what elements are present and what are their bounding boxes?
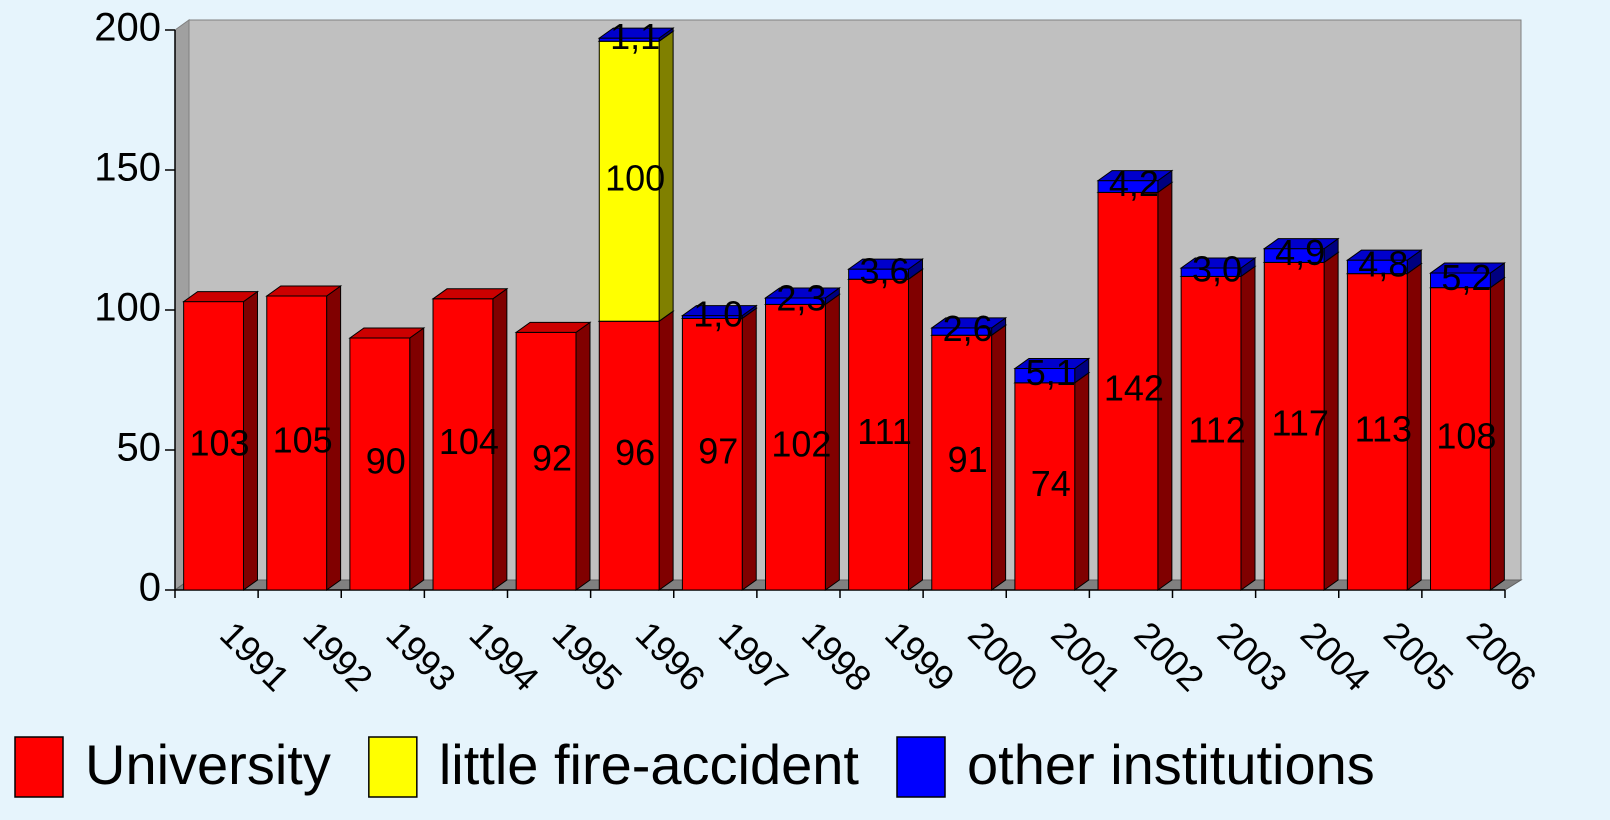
data-label: 111 xyxy=(857,411,912,452)
bar-side xyxy=(1074,371,1090,591)
y-tick-label: 150 xyxy=(94,146,161,190)
bar-top xyxy=(1013,358,1091,370)
data-label: 102 xyxy=(771,424,831,465)
bar xyxy=(183,301,244,591)
bar-top xyxy=(514,321,592,333)
bar xyxy=(1430,287,1491,591)
x-tick-label: 1994 xyxy=(462,613,548,699)
data-label: 112 xyxy=(1188,410,1245,451)
data-label: 97 xyxy=(698,431,738,472)
bar-top xyxy=(1345,249,1423,261)
y-tick-label: 100 xyxy=(94,286,161,330)
x-tick-label: 2003 xyxy=(1210,613,1296,699)
x-tick-label: 1991 xyxy=(212,613,298,699)
bar-side xyxy=(991,324,1007,591)
data-label: 96 xyxy=(615,432,655,473)
data-label: 92 xyxy=(532,438,572,479)
x-tick-label: 1995 xyxy=(545,613,631,699)
bar xyxy=(432,298,494,591)
bar xyxy=(1097,191,1159,591)
bar-top xyxy=(431,288,509,300)
data-label: 105 xyxy=(273,420,333,461)
bar xyxy=(765,303,826,591)
bar-top xyxy=(1428,262,1506,274)
bar xyxy=(1180,275,1242,591)
data-label: 2,3 xyxy=(776,278,826,319)
data-label: 103 xyxy=(190,422,250,463)
x-tick-label: 1996 xyxy=(628,613,714,699)
bar xyxy=(598,40,660,322)
bar-top xyxy=(930,317,1008,329)
legend-label: little fire-accident xyxy=(439,733,860,796)
bar xyxy=(848,278,909,591)
bar xyxy=(349,337,411,591)
data-label: 5,1 xyxy=(1026,352,1076,393)
legend-swatch xyxy=(896,736,946,798)
bar-top xyxy=(348,327,426,339)
bar xyxy=(598,320,660,591)
bar-top xyxy=(597,27,675,39)
bar-top xyxy=(182,291,260,303)
data-label: 117 xyxy=(1271,403,1328,444)
bar-side xyxy=(409,327,425,591)
data-label: 74 xyxy=(1031,463,1071,504)
bar-top xyxy=(1262,238,1340,250)
bar-side xyxy=(575,321,591,591)
bar-top xyxy=(763,287,841,299)
data-label: 90 xyxy=(366,441,406,482)
data-label: 3,6 xyxy=(860,251,910,292)
y-tick-label: 200 xyxy=(94,6,161,50)
data-label: 1,0 xyxy=(693,294,743,335)
y-tick-label: 50 xyxy=(117,426,162,470)
legend-label: other institutions xyxy=(967,733,1375,796)
legend-label: University xyxy=(85,733,331,796)
x-tick-label: 1992 xyxy=(295,613,381,699)
bar-side xyxy=(741,307,757,591)
data-label: 104 xyxy=(439,421,499,462)
data-label: 91 xyxy=(948,439,988,480)
data-label: 3,0 xyxy=(1192,249,1242,290)
x-tick-label: 1993 xyxy=(378,613,464,699)
data-label: 4,2 xyxy=(1109,163,1159,204)
data-label: 108 xyxy=(1436,415,1496,456)
x-tick-label: 2002 xyxy=(1127,613,1213,699)
bar xyxy=(266,295,328,591)
data-label: 2,6 xyxy=(943,308,993,349)
x-tick-label: 2005 xyxy=(1376,613,1462,699)
bar xyxy=(1263,261,1325,591)
bar-top xyxy=(1179,257,1257,269)
data-label: 142 xyxy=(1104,368,1164,409)
x-tick-label: 2006 xyxy=(1459,613,1545,699)
x-tick-label: 1997 xyxy=(711,613,797,699)
x-tick-label: 2001 xyxy=(1043,613,1129,699)
y-tick-label: 0 xyxy=(139,566,161,610)
data-label: 100 xyxy=(605,158,665,199)
bar-top xyxy=(265,285,343,297)
data-label: 113 xyxy=(1355,408,1412,449)
data-label: 4,9 xyxy=(1275,232,1325,273)
x-tick-label: 2004 xyxy=(1293,613,1379,699)
x-tick-label: 1999 xyxy=(877,613,963,699)
bar xyxy=(681,317,743,591)
bar-top xyxy=(1096,170,1174,182)
bar xyxy=(1346,273,1408,591)
x-tick-label: 2000 xyxy=(960,613,1046,699)
bar-side xyxy=(658,310,674,591)
bar-top xyxy=(847,258,925,270)
legend-swatch xyxy=(368,736,418,798)
legend-swatch xyxy=(14,736,64,798)
x-tick-label: 1998 xyxy=(794,613,880,699)
bar-top xyxy=(680,305,758,317)
data-label: 4,8 xyxy=(1358,243,1408,284)
bar xyxy=(515,331,577,591)
data-label: 5,2 xyxy=(1441,257,1491,298)
data-label: 1,1 xyxy=(610,16,660,57)
